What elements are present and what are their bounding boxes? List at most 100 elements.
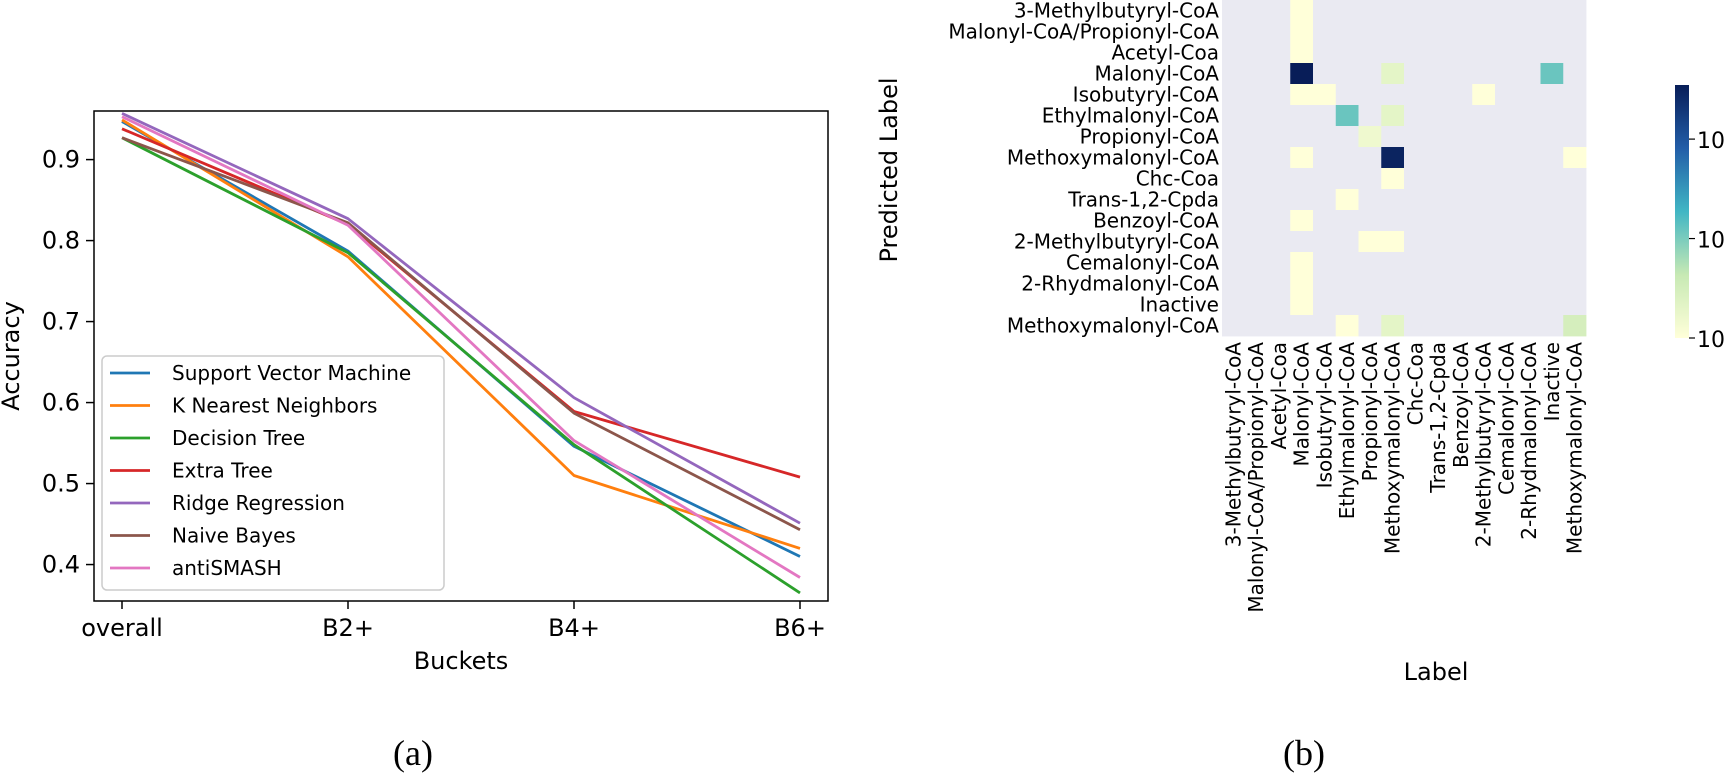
heatmap-x-label: 2-Rhydmalonyl-CoA (1517, 342, 1541, 540)
heatmap-cell (1244, 315, 1268, 337)
heatmap-y-label: Trans-1,2-Cpda (1067, 188, 1219, 212)
heatmap-cell (1290, 126, 1314, 148)
heatmap-cell (1449, 105, 1473, 127)
heatmap-cell (1222, 210, 1246, 232)
heatmap-cell (1404, 273, 1428, 295)
heatmap-x-label: Ethylmalonyl-CoA (1335, 342, 1359, 520)
heatmap-cell (1313, 189, 1337, 211)
heatmap-cell (1495, 21, 1519, 43)
heatmap-cell (1244, 42, 1268, 64)
heatmap-cell (1449, 294, 1473, 316)
heatmap-cell (1472, 0, 1496, 22)
heatmap-cell (1563, 147, 1587, 169)
heatmap-cell (1426, 147, 1450, 169)
heatmap-cell (1426, 84, 1450, 106)
legend-label: K Nearest Neighbors (172, 394, 377, 418)
heatmap-cell (1404, 84, 1428, 106)
heatmap-cell (1404, 126, 1428, 148)
heatmap-cell (1267, 168, 1291, 190)
heatmap-cell (1313, 63, 1337, 85)
heatmap-cell (1404, 21, 1428, 43)
heatmap-cell (1404, 252, 1428, 274)
heatmap-cell (1244, 189, 1268, 211)
colorbar-tick-label: 100 (1697, 323, 1725, 353)
heatmap-cell (1472, 105, 1496, 127)
heatmap-cell (1449, 21, 1473, 43)
heatmap-cell (1313, 147, 1337, 169)
heatmap-cell (1381, 189, 1405, 211)
heatmap-y-tick-labels: 3-Methylbutyryl-CoAMalonyl-CoA/Propionyl… (948, 0, 1219, 338)
heatmap-cell (1222, 273, 1246, 295)
heatmap-cell (1267, 294, 1291, 316)
heatmap-cell (1540, 189, 1564, 211)
heatmap-cell (1335, 105, 1359, 127)
heatmap-cell (1335, 147, 1359, 169)
heatmap-cell (1563, 315, 1587, 337)
heatmap-cell (1335, 210, 1359, 232)
legend-label: Ridge Regression (172, 491, 345, 515)
heatmap-cell (1313, 210, 1337, 232)
heatmap-cell (1449, 315, 1473, 337)
y-tick-label: 0.8 (42, 227, 80, 255)
heatmap-cells (1222, 0, 1587, 337)
heatmap-x-label: Acetyl-Coa (1267, 342, 1291, 450)
heatmap-y-label: Cemalonyl-CoA (1066, 251, 1219, 275)
heatmap-cell (1290, 189, 1314, 211)
heatmap-cell (1449, 84, 1473, 106)
heatmap-cell (1404, 231, 1428, 253)
heatmap-cell (1426, 0, 1450, 22)
heatmap-cell (1495, 63, 1519, 85)
heatmap-cell (1381, 231, 1405, 253)
heatmap-cell (1267, 84, 1291, 106)
heatmap-cell (1495, 105, 1519, 127)
heatmap-cell (1381, 147, 1405, 169)
heatmap-cell (1540, 21, 1564, 43)
heatmap-cell (1495, 294, 1519, 316)
heatmap-cell (1563, 63, 1587, 85)
heatmap-x-label: Chc-Coa (1403, 342, 1427, 425)
heatmap-x-label: Methoxymalonyl-CoA (1563, 342, 1587, 554)
panel-label-b: (b) (1283, 733, 1325, 773)
heatmap-cell (1290, 84, 1314, 106)
heatmap-cell (1244, 105, 1268, 127)
x-tick-label: B4+ (548, 614, 600, 642)
heatmap-cell (1426, 42, 1450, 64)
heatmap-cell (1426, 273, 1450, 295)
heatmap-cell (1495, 126, 1519, 148)
heatmap-cell (1517, 273, 1541, 295)
heatmap-cell (1222, 42, 1246, 64)
line-x-ticks: overall B2+ B4+ B6+ (81, 601, 826, 642)
heatmap-cell (1358, 189, 1382, 211)
heatmap-cell (1313, 273, 1337, 295)
y-tick-label: 0.6 (42, 389, 80, 417)
heatmap-cell (1222, 168, 1246, 190)
heatmap-cell (1404, 189, 1428, 211)
legend: Support Vector Machine K Nearest Neighbor… (101, 355, 445, 591)
heatmap-cell (1267, 21, 1291, 43)
heatmap-cell (1244, 210, 1268, 232)
line-chart: 0.4 0.5 0.6 0.7 0.8 0.9 overall B2+ B4+ B6+ Buck… (0, 110, 829, 773)
heatmap-cell (1495, 189, 1519, 211)
heatmap-cell (1404, 63, 1428, 85)
heatmap-cell (1381, 63, 1405, 85)
heatmap-cell (1563, 231, 1587, 253)
heatmap-cell (1449, 0, 1473, 22)
heatmap-cell (1472, 63, 1496, 85)
heatmap-cell (1244, 294, 1268, 316)
heatmap-cell (1313, 0, 1337, 22)
line-x-axis-label: Buckets (414, 647, 509, 675)
heatmap-cell (1313, 294, 1337, 316)
heatmap-cell (1222, 189, 1246, 211)
heatmap-cell (1540, 273, 1564, 295)
heatmap-cell (1404, 105, 1428, 127)
heatmap-cell (1517, 210, 1541, 232)
heatmap-x-label: Trans-1,2-Cpda (1426, 342, 1450, 494)
heatmap-cell (1563, 168, 1587, 190)
heatmap-cell (1313, 168, 1337, 190)
heatmap-cell (1426, 126, 1450, 148)
heatmap-cell (1563, 210, 1587, 232)
heatmap-cell (1472, 294, 1496, 316)
heatmap-cell (1290, 315, 1314, 337)
heatmap-cell (1290, 231, 1314, 253)
